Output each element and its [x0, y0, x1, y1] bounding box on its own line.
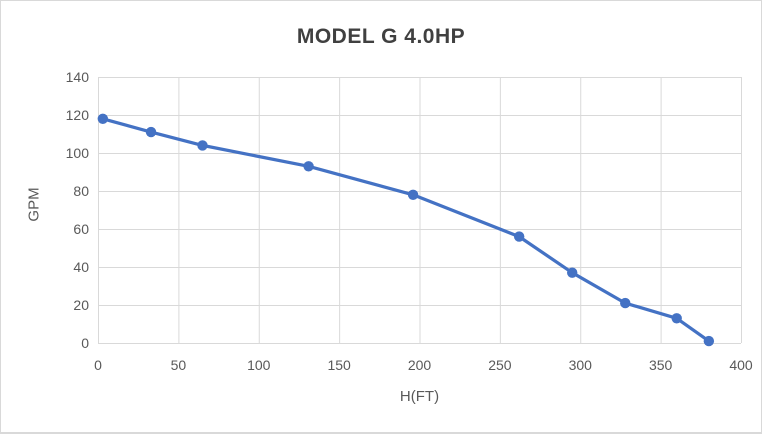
data-point-marker [407, 189, 419, 200]
x-tick-label: 400 [729, 357, 753, 373]
x-tick-label: 250 [488, 357, 512, 373]
data-point-marker [303, 161, 314, 172]
tick-labels: 0 20 40 60 80 100 120 140 0 50 100 150 200 250 300 350 4… [66, 69, 753, 373]
gridlines [98, 77, 742, 344]
x-tick-label: 200 [408, 357, 432, 373]
data-point-marker [620, 297, 631, 309]
data-point-marker [671, 313, 682, 324]
x-tick-label: 300 [569, 357, 593, 373]
y-tick-label: 140 [66, 69, 90, 85]
y-tick-label: 60 [73, 221, 89, 237]
data-point-marker [145, 126, 157, 138]
y-tick-label: 100 [66, 145, 90, 161]
x-tick-label: 0 [94, 357, 102, 373]
x-tick-label: 50 [171, 357, 187, 373]
y-tick-label: 0 [81, 335, 89, 351]
x-tick-label: 100 [247, 357, 271, 373]
x-axis-title: H(FT) [399, 388, 440, 405]
data-point-marker [703, 335, 715, 347]
data-series [97, 113, 715, 347]
chart-title: MODEL G 4.0HP [296, 25, 466, 48]
y-tick-label: 120 [66, 107, 90, 123]
x-tick-label: 150 [327, 357, 351, 373]
data-point-marker [197, 140, 208, 151]
y-tick-label: 20 [73, 297, 89, 313]
x-tick-label: 350 [649, 357, 673, 373]
series-line [102, 117, 710, 343]
y-tick-label: 40 [73, 259, 89, 275]
data-point-marker [567, 267, 578, 278]
data-point-marker [513, 231, 525, 242]
data-point-marker [97, 113, 109, 125]
y-tick-label: 80 [73, 183, 89, 199]
